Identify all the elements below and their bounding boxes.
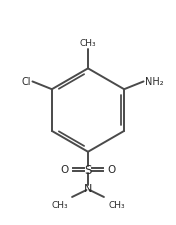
Text: CH₃: CH₃ (108, 200, 125, 209)
Text: O: O (108, 164, 116, 174)
Text: NH₂: NH₂ (145, 76, 164, 86)
Text: O: O (60, 164, 68, 174)
Text: N: N (84, 183, 92, 193)
Text: CH₃: CH₃ (80, 39, 96, 48)
Text: CH₃: CH₃ (51, 200, 68, 209)
Text: S: S (84, 163, 92, 176)
Text: Cl: Cl (21, 76, 31, 86)
